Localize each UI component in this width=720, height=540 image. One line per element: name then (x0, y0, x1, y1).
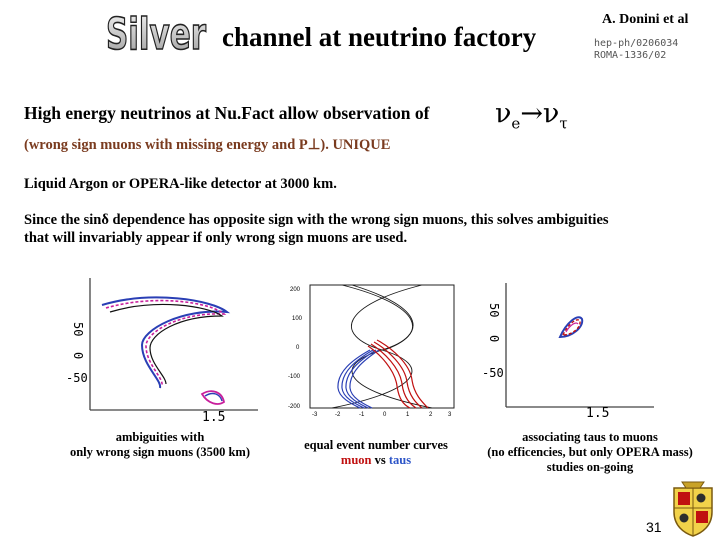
left-contour-black (109, 303, 224, 385)
middle-x-label-2: 2 (429, 412, 433, 418)
subline: (wrong sign muons with missing energy an… (24, 137, 391, 153)
right-y-label-neg50: -50 (482, 366, 504, 380)
silver-logo-text: Silver (106, 9, 206, 57)
silver-logo: Silver (105, 8, 207, 57)
left-caption-line-1: ambiguities with (115, 430, 205, 444)
oscillation-formula: νe→ντ (495, 98, 568, 133)
middle-caption-line-1: equal event number curves (304, 438, 448, 452)
middle-x-label-3: 3 (448, 412, 452, 418)
middle-y-label-neg200: -200 (288, 404, 301, 410)
right-caption-line-1: associating taus to muons (522, 430, 658, 444)
middle-y-label-neg100: -100 (288, 374, 301, 380)
nu-e-subscript: e (511, 114, 521, 133)
right-contour-blue (558, 316, 584, 339)
right-caption: associating taus to muons (no efficencie… (470, 430, 710, 475)
middle-y-label-0: 0 (296, 345, 300, 351)
middle-x-label-neg2: -2 (335, 412, 341, 418)
author: A. Donini et al (602, 12, 689, 27)
headline: High energy neutrinos at Nu.Fact allow o… (24, 103, 430, 123)
left-caption: ambiguities with only wrong sign muons (… (40, 430, 280, 460)
middle-black-curves (331, 284, 433, 409)
page-number: 31 (646, 519, 662, 535)
right-y-label-50: 50 (487, 303, 501, 317)
left-y-label-neg50: -50 (66, 371, 88, 385)
middle-x-label-neg3: -3 (312, 412, 318, 418)
right-caption-line-2: (no efficencies, but only OPERA mass) (487, 445, 693, 459)
middle-muon-curves (367, 339, 429, 409)
reference: hep-ph/0206034 ROMA-1336/02 (594, 38, 678, 62)
middle-y-label-100: 100 (292, 316, 303, 322)
left-caption-line-2: only wrong sign muons (3500 km) (69, 445, 250, 459)
middle-y-label-200: 200 (290, 287, 301, 293)
vs-label: vs (374, 453, 386, 467)
since-line-1: Since the sinδ dependence has opposite s… (24, 212, 609, 228)
left-contour-blue (101, 296, 231, 389)
slide-title: channel at neutrino factory (222, 22, 537, 52)
middle-plot-frame (309, 284, 455, 409)
right-caption-line-3: studies on-going (546, 460, 634, 474)
left-y-label-50: 50 (71, 322, 85, 336)
right-contour-magenta (565, 322, 579, 333)
left-x-label: 1.5 (202, 410, 225, 422)
right-contour-red (561, 319, 581, 336)
middle-caption: equal event number curves muon vs taus (288, 438, 464, 468)
left-plot: 50 0 -50 1.5 (62, 270, 262, 422)
middle-caption-line-2: muon vs taus (288, 453, 464, 468)
middle-x-label-1: 1 (406, 412, 410, 418)
left-y-label-0: 0 (71, 352, 85, 359)
middle-x-label-0: 0 (383, 412, 387, 418)
left-contour-magenta (105, 299, 227, 387)
reference-line-2: ROMA-1336/02 (594, 50, 667, 61)
right-y-label-0: 0 (487, 335, 501, 342)
left-contour-island (200, 390, 226, 405)
detector-line: Liquid Argon or OPERA-like detector at 3… (24, 176, 337, 192)
muon-label: muon (340, 453, 372, 467)
middle-tau-curves (337, 349, 380, 409)
nu-tau-subscript: τ (559, 114, 568, 133)
taus-label: taus (388, 453, 412, 467)
right-plot: 50 0 -50 1.5 (478, 275, 658, 420)
right-x-label: 1.5 (586, 406, 609, 420)
middle-plot: 200 100 0 -100 -200 -3 -2 -1 0 1 2 3 (282, 280, 460, 420)
left-contour-island-blue (204, 392, 223, 402)
reference-line-1: hep-ph/0206034 (594, 38, 679, 49)
middle-x-label-neg1: -1 (359, 412, 365, 418)
since-line-2: that will invariably appear if only wron… (24, 230, 408, 246)
university-crest-icon (673, 481, 713, 537)
